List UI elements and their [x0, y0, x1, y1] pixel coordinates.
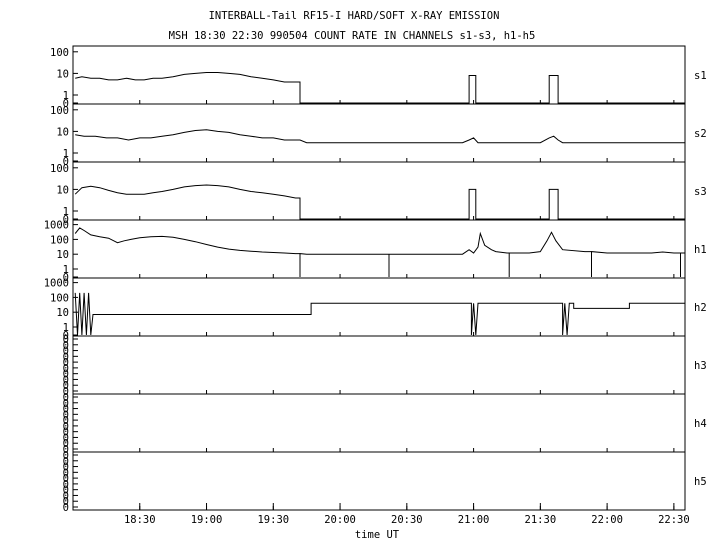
panel-h2: 1000 100 10 10 h2: [44, 277, 707, 342]
x-tick-label: 19:30: [257, 514, 289, 526]
trace-h1: [74, 227, 685, 277]
y-tick-label: 0: [63, 467, 69, 479]
y-tick-label: 1000: [44, 278, 69, 290]
y-tick-label: 1: [63, 264, 69, 276]
y-tick-label: 0: [63, 398, 69, 410]
y-tick-label: 0: [63, 479, 69, 491]
y-tick-label: 0: [63, 357, 69, 369]
y-tick-label: 0: [63, 427, 69, 439]
y-tick-label: 10: [56, 68, 69, 80]
y-tick-label: 0: [63, 438, 69, 450]
y-tick-label: 100: [50, 292, 69, 304]
x-tick-label: 20:00: [324, 514, 356, 526]
panel-s3: 100 10 10 s3: [50, 161, 707, 226]
channel-label-s2: s2: [694, 128, 707, 140]
y-tick-label: 0: [63, 415, 69, 427]
y-tick-label: 0: [63, 502, 69, 514]
y-tick-label: 0: [63, 380, 69, 392]
channel-label-h5: h5: [694, 476, 707, 488]
y-tick-label: 0: [63, 444, 69, 456]
panel-frame: [72, 277, 686, 337]
y-tick-label: 0: [63, 490, 69, 502]
y-tick-label: 0: [63, 351, 69, 363]
channel-label-h2: h2: [694, 302, 707, 314]
y-tick-label: 0: [63, 392, 69, 404]
time-axis: 18:30 19:00 19:30 20:00 20:30 21:00 21:30 22:00…: [124, 503, 690, 526]
y-tick-label: 1: [63, 90, 69, 102]
x-tick-label: 19:00: [191, 514, 223, 526]
y-tick-label: 0: [63, 432, 69, 444]
y-tick-label: 0: [63, 450, 69, 462]
panel-frame: [72, 393, 686, 453]
panel-frame: [72, 45, 686, 105]
channel-label-s1: s1: [694, 70, 707, 82]
channel-label-h1: h1: [694, 244, 707, 256]
chart-title: INTERBALL-Tail RF15-I HARD/SOFT X-RAY EM…: [209, 10, 500, 22]
y-tick-label: 100: [50, 47, 69, 59]
x-axis-label: time UT: [355, 529, 400, 541]
channel-label-h4: h4: [694, 418, 707, 430]
y-tick-label: 0: [63, 214, 69, 226]
y-tick-label: 0: [63, 363, 69, 375]
x-tick-label: 20:30: [391, 514, 423, 526]
panel-frame: [72, 335, 686, 395]
panel-frame: [72, 103, 686, 163]
y-tick-label: 0: [63, 156, 69, 168]
y-tick-label: 10: [56, 184, 69, 196]
y-tick-label: 0: [63, 330, 69, 342]
y-tick-label: 1: [63, 148, 69, 160]
panel-h1: 1000 100 10 10 h1: [44, 219, 707, 284]
trace-s2: [75, 129, 685, 144]
y-tick-label: 0: [63, 272, 69, 284]
x-tick-label: 22:00: [591, 514, 623, 526]
y-tick-label: 1: [63, 206, 69, 218]
y-tick-label: 0: [63, 346, 69, 358]
x-tick-label: 18:30: [124, 514, 156, 526]
channel-label-h3: h3: [694, 360, 707, 372]
y-tick-label: 0: [63, 374, 69, 386]
y-tick-label: 0: [63, 462, 69, 474]
y-tick-label: 0: [63, 404, 69, 416]
y-tick-label: 100: [50, 105, 69, 117]
y-tick-label: 0: [63, 334, 69, 346]
channel-label-s3: s3: [694, 186, 707, 198]
trace-h2: [74, 292, 685, 336]
panel-s1: 100 10 10 s1: [50, 45, 707, 110]
panel-s2: 100 10 10 s2: [50, 103, 707, 168]
panel-group: 1001010s11001010s21001010s310001001010h1…: [44, 45, 707, 514]
y-tick-label: 10: [56, 126, 69, 138]
y-tick-label: 0: [63, 456, 69, 468]
y-tick-label: 0: [63, 98, 69, 110]
y-tick-label: 100: [50, 234, 69, 246]
y-tick-label: 0: [63, 386, 69, 398]
y-tick-label: 0: [63, 421, 69, 433]
x-tick-label: 21:00: [458, 514, 490, 526]
y-tick-label: 0: [63, 473, 69, 485]
x-tick-label: 21:30: [525, 514, 557, 526]
panel-frame: [72, 219, 686, 279]
y-tick-label: 10: [56, 307, 69, 319]
trace-s1: [75, 72, 685, 104]
y-tick-label: 0: [63, 340, 69, 352]
y-tick-label: 10: [56, 249, 69, 261]
trace-s3: [74, 184, 685, 220]
y-tick-label: 100: [50, 163, 69, 175]
y-tick-label: 0: [63, 496, 69, 508]
y-tick-label: 0: [63, 409, 69, 421]
chart-subtitle: MSH 18:30 22:30 990504 COUNT RATE IN CHA…: [169, 30, 536, 42]
panel-frame: [72, 451, 686, 511]
y-tick-label: 1: [63, 322, 69, 334]
y-tick-label: 0: [63, 369, 69, 381]
x-tick-label: 22:30: [658, 514, 690, 526]
y-tick-label: 1000: [44, 220, 69, 232]
y-tick-label: 0: [63, 485, 69, 497]
